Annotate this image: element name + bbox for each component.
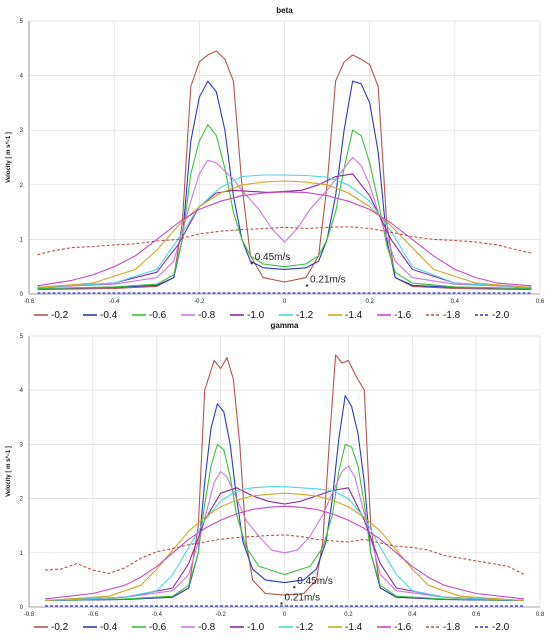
series-line bbox=[44, 487, 525, 602]
y-tick-label: 5 bbox=[20, 334, 24, 340]
y-tick-label: 3 bbox=[20, 442, 24, 448]
x-tick-label: 0.2 bbox=[365, 299, 374, 305]
x-tick-label: 0 bbox=[283, 612, 287, 618]
legend-label: -0.8 bbox=[198, 622, 216, 633]
x-tick-label: -0.2 bbox=[194, 299, 205, 305]
series-line bbox=[44, 486, 525, 602]
legend-label: -1.2 bbox=[296, 310, 314, 321]
y-axis-label: Velocity [ m s^-1 ] bbox=[6, 132, 12, 183]
y-tick-label: 2 bbox=[20, 183, 24, 189]
x-tick-label: 0.2 bbox=[344, 612, 353, 618]
legend: -0.2 -0.4 -0.6 -0.8 -1.0 -1.2 -1.4 -1.6 -1.8 -2.0 bbox=[34, 622, 510, 633]
legend-label: -2.0 bbox=[492, 622, 510, 633]
legend-label: -0.8 bbox=[198, 310, 216, 321]
y-tick-label: 1 bbox=[20, 237, 24, 243]
y-tick-label: 0 bbox=[20, 292, 24, 298]
legend-label: -0.2 bbox=[51, 310, 69, 321]
legend-label: -1.0 bbox=[247, 622, 265, 633]
chart-title: beta bbox=[276, 6, 293, 15]
x-tick-label: 0.4 bbox=[451, 299, 460, 305]
grid bbox=[28, 20, 541, 295]
legend-label: -1.6 bbox=[394, 310, 412, 321]
series-line bbox=[37, 180, 532, 288]
annotation-label: 0.45m/s bbox=[297, 576, 333, 587]
series-line bbox=[44, 534, 525, 575]
annotation-label: 0.21m/s bbox=[310, 275, 346, 286]
x-tick-label: -0.6 bbox=[24, 299, 35, 305]
x-tick-label: -0.2 bbox=[215, 612, 226, 618]
legend-label: -1.8 bbox=[443, 622, 461, 633]
y-axis-label: Velocity [ m s^-1 ] bbox=[6, 446, 12, 497]
series-line bbox=[37, 50, 532, 291]
legend-label: -0.2 bbox=[51, 622, 69, 633]
x-tick-label: 0.6 bbox=[536, 299, 545, 305]
chart-title: gamma bbox=[270, 321, 299, 330]
x-tick-label: 0 bbox=[283, 299, 287, 305]
series-line bbox=[37, 80, 532, 290]
x-tick-label: 0.4 bbox=[408, 612, 417, 618]
x-tick-label: -0.6 bbox=[88, 612, 99, 618]
series-line bbox=[37, 156, 532, 288]
grid bbox=[28, 335, 541, 608]
chart-gamma: -0.8 -0.6 -0.4 -0.2 0 0.2 0.4 0.6 0.8012345gamma… bbox=[6, 321, 545, 633]
x-tick-label: 0.8 bbox=[536, 612, 545, 618]
x-tick-label: 0.6 bbox=[472, 612, 481, 618]
series-line bbox=[44, 354, 525, 602]
y-tick-label: 3 bbox=[20, 128, 24, 134]
legend: -0.2 -0.4 -0.6 -0.8 -1.0 -1.2 -1.4 -1.6 -1.8 -2.0 bbox=[34, 310, 510, 321]
series-line bbox=[44, 505, 525, 600]
y-tick-label: 4 bbox=[20, 74, 24, 80]
annotation-marker bbox=[293, 586, 296, 589]
series-line bbox=[44, 492, 525, 602]
y-tick-label: 4 bbox=[20, 388, 24, 394]
x-tick-label: -0.8 bbox=[24, 612, 35, 618]
series-line bbox=[37, 191, 532, 287]
annotation-label: 0.45m/s bbox=[255, 252, 291, 263]
y-tick-label: 1 bbox=[20, 551, 24, 557]
x-tick-label: -0.4 bbox=[152, 612, 163, 618]
legend-label: -1.4 bbox=[345, 622, 363, 633]
x-tick-label: -0.4 bbox=[109, 299, 120, 305]
legend-label: -1.0 bbox=[247, 310, 265, 321]
series-line bbox=[37, 124, 532, 290]
annotation-marker bbox=[250, 261, 253, 265]
series-line bbox=[37, 226, 532, 256]
legend-label: -1.8 bbox=[443, 310, 461, 321]
series-line bbox=[44, 395, 525, 602]
legend-label: -0.4 bbox=[100, 310, 118, 321]
annotation-marker bbox=[305, 284, 309, 287]
legend-label: -1.2 bbox=[296, 622, 314, 633]
legend-label: -0.4 bbox=[100, 622, 118, 633]
series-line bbox=[37, 174, 532, 288]
annotation-marker bbox=[280, 602, 283, 605]
legend-label: -1.6 bbox=[394, 622, 412, 633]
chart-beta: -0.6 -0.4 -0.2 0 0.2 0.4 0.6 0 1 2 3 4 5 beta Velocity… bbox=[6, 6, 545, 321]
series-group bbox=[44, 354, 525, 607]
annotation-label: 0.21m/s bbox=[285, 592, 321, 603]
y-tick-label: 0 bbox=[20, 605, 24, 611]
legend-label: -2.0 bbox=[492, 310, 510, 321]
legend-label: -0.6 bbox=[149, 310, 167, 321]
legend-label: -1.4 bbox=[345, 310, 363, 321]
series-group bbox=[37, 50, 532, 294]
y-tick-label: 2 bbox=[20, 497, 24, 503]
legend-label: -0.6 bbox=[149, 622, 167, 633]
y-tick-label: 5 bbox=[20, 19, 24, 25]
